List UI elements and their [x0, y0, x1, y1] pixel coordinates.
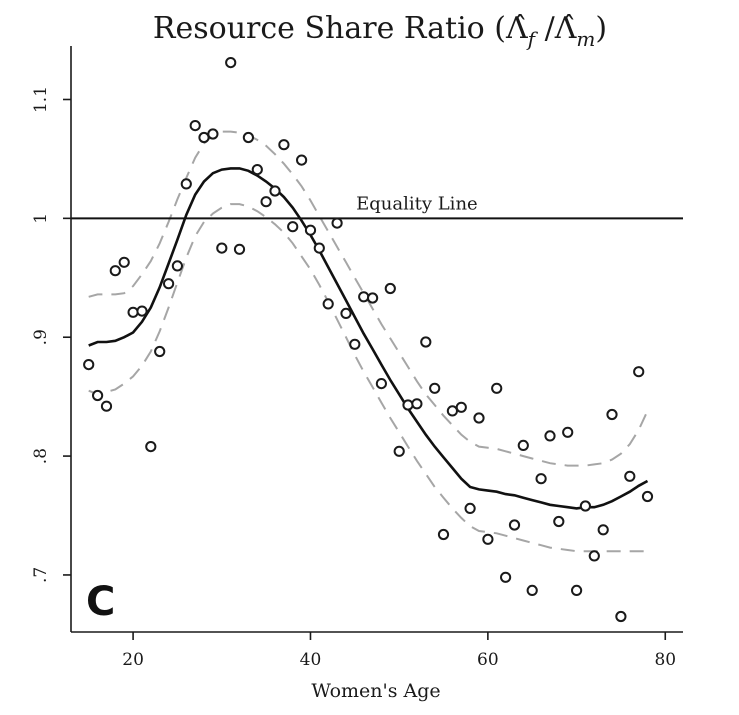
scatter-point	[136, 305, 148, 317]
scatter-point	[304, 224, 317, 236]
equality-line-label: Equality Line	[356, 193, 478, 214]
scatter-point	[269, 185, 281, 197]
scatter-point	[562, 426, 574, 438]
lambda-m-symbol: Λ̂	[554, 11, 577, 46]
scatter-point	[455, 401, 467, 413]
scatter-point	[145, 441, 157, 453]
scatter-point	[579, 500, 592, 512]
scatter-point	[216, 242, 228, 254]
plot-area: Equality Line	[71, 57, 683, 623]
scatter-point	[402, 399, 414, 411]
scatter-point	[624, 470, 636, 482]
scatter-point	[296, 154, 308, 166]
scatter-point	[384, 282, 396, 295]
fitted-line	[88, 167, 649, 510]
scatter-point	[641, 490, 654, 503]
scatter-point	[633, 366, 645, 378]
chart-title-text: Resource Share Ratio (	[153, 11, 506, 46]
x-tick-label: 20	[122, 650, 144, 670]
x-tick-label: 60	[477, 650, 499, 670]
scatter-point	[340, 307, 352, 319]
scatter-point	[154, 345, 166, 358]
scatter-point	[83, 359, 95, 371]
scatter-point	[260, 196, 272, 208]
scatter-point	[393, 445, 405, 457]
x-axis-label: Women's Age	[311, 680, 440, 702]
scatter-point	[429, 382, 441, 394]
scatter-point	[109, 265, 121, 277]
scatter-point	[349, 338, 361, 350]
lambda-f-symbol: Λ̂	[505, 11, 528, 46]
ci-lower-line	[88, 203, 648, 553]
scatter-point	[446, 405, 458, 417]
scatter-point	[437, 528, 450, 541]
x-tick-label: 40	[300, 650, 322, 670]
chart-title: Resource Share Ratio (Λ̂f /Λ̂m)	[153, 11, 607, 51]
scatter-point	[367, 292, 379, 304]
scatter-point	[482, 533, 494, 545]
scatter-points	[83, 57, 654, 623]
scatter-point	[588, 550, 600, 562]
title-slash: /	[535, 11, 556, 46]
title-close-paren: )	[595, 11, 607, 46]
y-tick-label: 1.1	[31, 86, 51, 113]
lambda-m-subscript: m	[576, 27, 595, 51]
scatter-point	[411, 398, 423, 410]
scatter-point	[375, 378, 387, 390]
scatter-point	[491, 382, 503, 394]
y-tick-label: .7	[31, 567, 51, 583]
scatter-point	[331, 217, 343, 229]
scatter-point	[92, 389, 104, 402]
scatter-point	[322, 298, 334, 310]
scatter-point	[207, 128, 219, 140]
scatter-point	[473, 412, 485, 424]
scatter-point	[100, 400, 113, 412]
scatter-point	[242, 131, 254, 144]
scatter-point	[420, 336, 432, 348]
x-axis-ticks: 20 40 60 80	[122, 632, 676, 670]
panel-label: C	[86, 579, 115, 625]
scatter-point	[535, 473, 547, 485]
axes: .7 .8 .9 1 1.1 20 40 60 80	[31, 46, 683, 670]
scatter-point	[553, 515, 565, 528]
scatter-point	[597, 524, 609, 536]
scatter-point	[615, 610, 627, 623]
scatter-point	[287, 221, 299, 233]
y-axis-ticks: .7 .8 .9 1 1.1	[31, 86, 71, 583]
scatter-point	[526, 584, 538, 597]
y-tick-label: .8	[31, 448, 51, 464]
scatter-point	[118, 256, 130, 268]
scatter-point	[571, 584, 583, 597]
scatter-point	[517, 439, 529, 451]
scatter-point	[358, 291, 370, 303]
scatter-point	[500, 571, 512, 583]
scatter-point	[189, 120, 201, 132]
scatter-point	[313, 242, 325, 254]
y-tick-label: 1	[31, 213, 51, 224]
scatter-point	[508, 519, 521, 531]
scatter-point	[464, 502, 476, 514]
scatter-point	[127, 306, 139, 318]
scatter-point	[251, 164, 263, 176]
scatter-point	[544, 430, 556, 442]
y-tick-label: .9	[31, 329, 51, 345]
scatter-point	[225, 57, 237, 69]
scatter-point	[171, 260, 183, 272]
scatter-point	[278, 139, 290, 151]
scatter-point	[233, 243, 246, 255]
scatter-point	[606, 408, 618, 421]
scatter-point	[163, 278, 175, 290]
scatter-point	[180, 178, 192, 190]
x-tick-label: 80	[654, 650, 676, 670]
scatter-point	[198, 131, 210, 144]
